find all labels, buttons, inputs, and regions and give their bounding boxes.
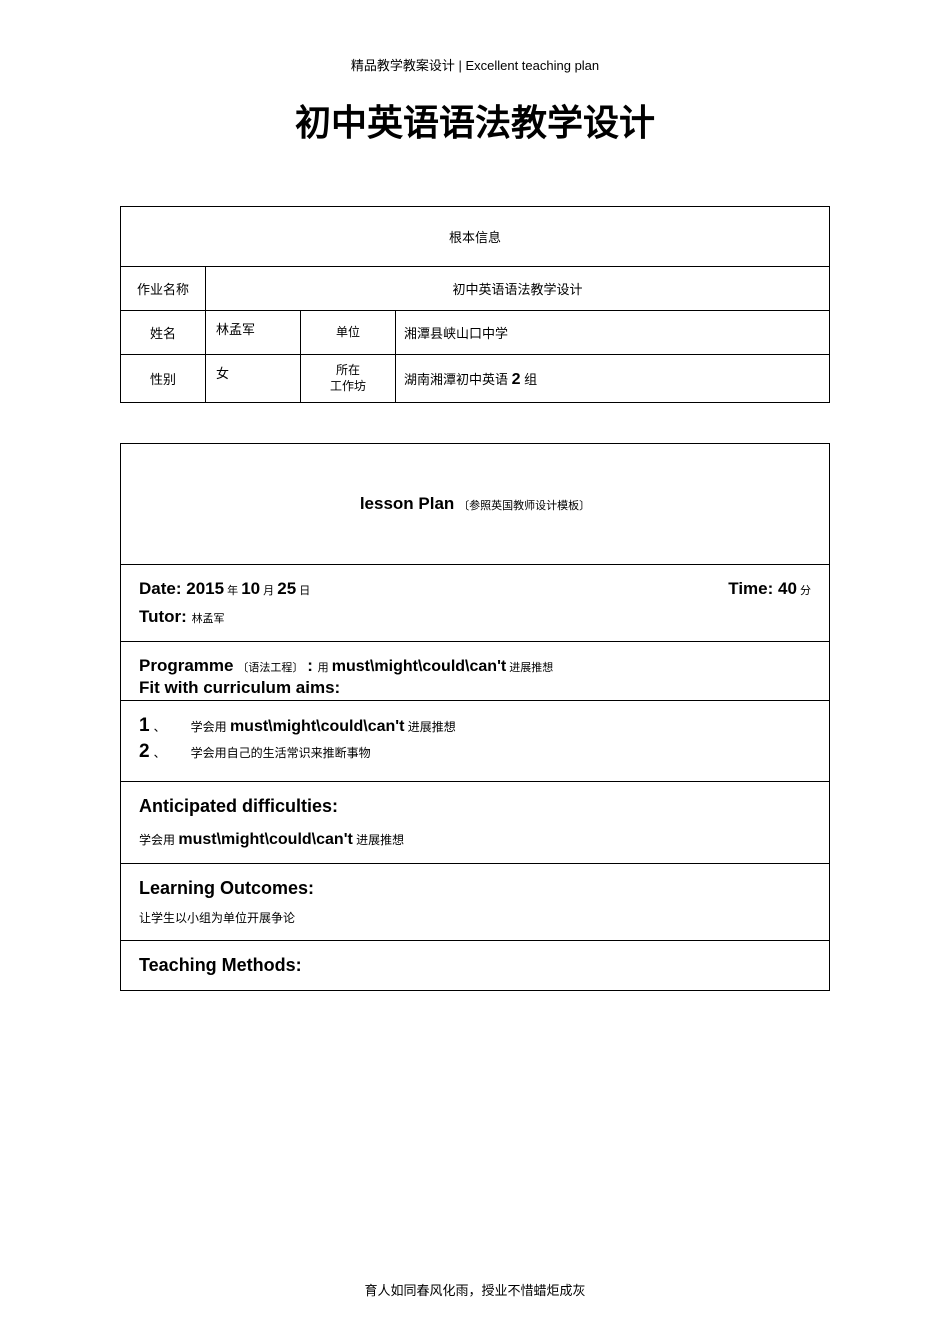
date-section: Date: 2015 年 10 月 25 日 [139,579,310,599]
date-tutor-cell: Date: 2015 年 10 月 25 日 Time: 40 分 Tutor:… [121,565,830,642]
outcomes-content: 让学生以小组为单位开展争论 [139,909,811,926]
time-section: Time: 40 分 [728,579,811,599]
lesson-plan-title: lesson Plan [360,494,454,513]
aim-1: 1、 学会用 must\might\could\can't 进展推想 [139,715,811,737]
aims-cell: 1、 学会用 must\might\could\can't 进展推想 2、 学会… [121,701,830,782]
difficulties-cell: Anticipated difficulties: 学会用 must\might… [121,782,830,864]
fit-aims-label: Fit with curriculum aims: [139,678,340,697]
value-workshop: 湖南湘潭初中英语 2 组 [396,355,830,403]
programme-cell: Programme 〔语法工程〕 : 用 must\might\could\ca… [121,642,830,701]
methods-label: Teaching Methods: [139,955,811,976]
lesson-plan-header: lesson Plan 〔参照英国教师设计模板〕 [121,444,830,565]
value-gender: 女 [206,355,301,403]
label-name: 姓名 [121,311,206,355]
label-workshop: 所在 工作坊 [301,355,396,403]
main-title: 初中英语语法教学设计 [120,94,830,146]
difficulties-content: 学会用 must\might\could\can't 进展推想 [139,831,811,849]
methods-cell: Teaching Methods: [121,941,830,991]
info-table-header: 根本信息 [121,207,830,267]
tutor-section: Tutor: 林孟军 [139,607,811,627]
label-assignment-name: 作业名称 [121,267,206,311]
footer-text: 育人如同春风化雨，授业不惜蜡炬成灰 [0,1280,950,1299]
difficulties-label: Anticipated difficulties: [139,796,811,817]
outcomes-label: Learning Outcomes: [139,878,811,899]
header-text: 精品教学教案设计 | Excellent teaching plan [120,55,830,74]
lesson-plan-table: lesson Plan 〔参照英国教师设计模板〕 Date: 2015 年 10… [120,443,830,991]
value-unit: 湘潭县峡山口中学 [396,311,830,355]
aim-2: 2、 学会用自己的生活常识来推断事物 [139,741,811,763]
info-table: 根本信息 作业名称 初中英语语法教学设计 姓名 林孟军 单位 湘潭县峡山口中学 … [120,206,830,403]
value-name: 林孟军 [206,311,301,355]
label-unit: 单位 [301,311,396,355]
label-gender: 性别 [121,355,206,403]
value-assignment-name: 初中英语语法教学设计 [206,267,830,311]
lesson-plan-subtitle: 〔参照英国教师设计模板〕 [458,500,590,512]
outcomes-cell: Learning Outcomes: 让学生以小组为单位开展争论 [121,864,830,941]
